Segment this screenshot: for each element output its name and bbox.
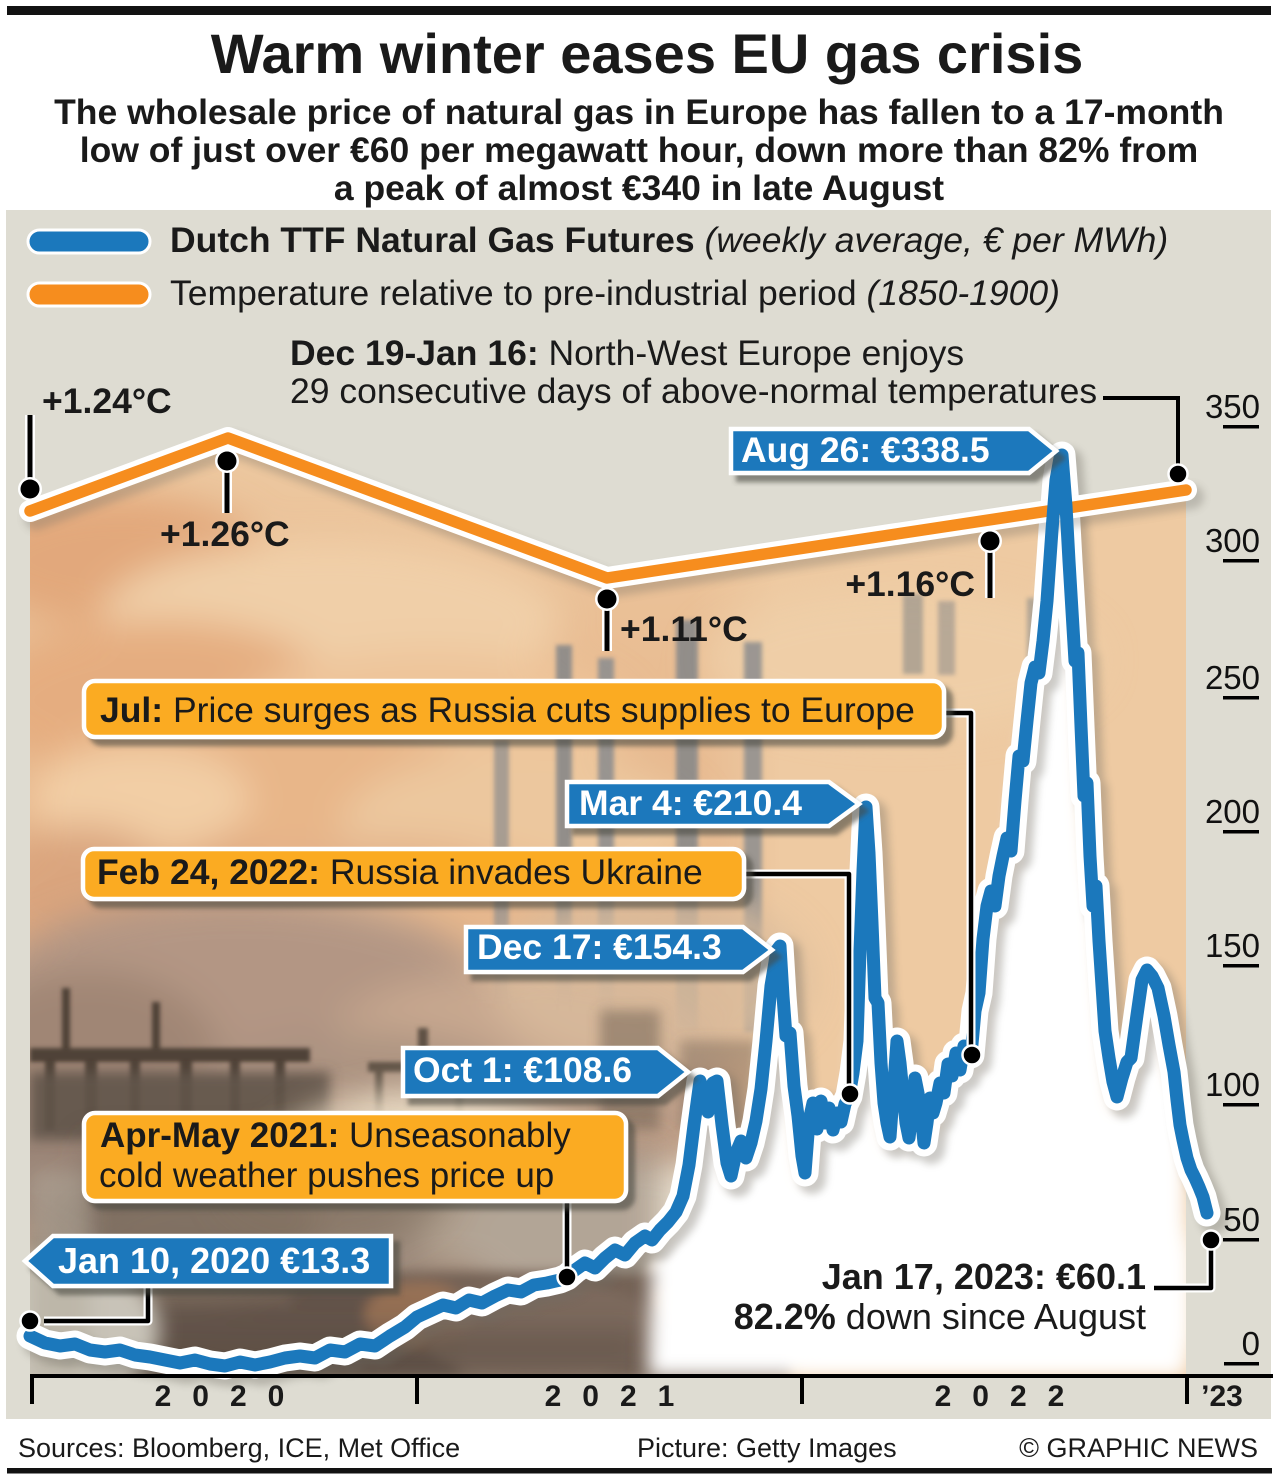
svg-text:29 consecutive days of above-n: 29 consecutive days of above-normal temp… [290,371,1097,411]
svg-text:+1.11°C: +1.11°C [620,609,748,649]
svg-text:+1.26°C: +1.26°C [160,514,290,554]
svg-text:2020: 2020 [155,1380,306,1413]
svg-text:cold weather pushes price up: cold weather pushes price up [99,1156,554,1195]
svg-text:200: 200 [1205,793,1260,830]
svg-text:Oct 1: €108.6: Oct 1: €108.6 [413,1050,632,1090]
svg-text:50: 50 [1223,1201,1260,1238]
svg-text:150: 150 [1205,927,1260,964]
svg-text:low of just over €60 per megaw: low of just over €60 per megawatt hour, … [80,130,1198,170]
svg-text:Jul: Price surges as Russia cu: Jul: Price surges as Russia cuts supplie… [100,690,915,730]
svg-text:Apr-May 2021: Unseasonably: Apr-May 2021: Unseasonably [100,1116,571,1155]
svg-text:0: 0 [1242,1325,1260,1362]
svg-text:2021: 2021 [545,1380,696,1413]
svg-text:+1.16°C: +1.16°C [845,564,975,604]
svg-text:© GRAPHIC NEWS: © GRAPHIC NEWS [1019,1433,1258,1463]
svg-text:Jan 17, 2023: €60.1: Jan 17, 2023: €60.1 [822,1256,1146,1297]
svg-text:+1.24°C: +1.24°C [42,381,172,421]
svg-text:300: 300 [1205,522,1260,559]
svg-text:250: 250 [1205,659,1260,696]
svg-text:Jan 10, 2020 €13.3: Jan 10, 2020 €13.3 [58,1240,370,1281]
svg-text:Warm winter eases EU gas crisi: Warm winter eases EU gas crisis [211,22,1084,85]
svg-text:350: 350 [1205,388,1260,425]
svg-text:Picture: Getty Images: Picture: Getty Images [637,1433,897,1463]
svg-text:a peak of almost €340 in late: a peak of almost €340 in late August [334,168,944,208]
svg-text:Dec 17: €154.3: Dec 17: €154.3 [477,927,722,967]
svg-text:Dec 19-Jan 16: North-West Euro: Dec 19-Jan 16: North-West Europe enjoys [290,333,964,373]
svg-text:82.2% down since August: 82.2% down since August [734,1296,1146,1337]
svg-text:’23: ’23 [1201,1380,1243,1413]
svg-text:Mar 4: €210.4: Mar 4: €210.4 [579,783,802,823]
svg-text:2022: 2022 [935,1380,1086,1413]
svg-text:Feb 24, 2022: Russia invades U: Feb 24, 2022: Russia invades Ukraine [97,852,703,892]
svg-text:100: 100 [1205,1066,1260,1103]
svg-text:The wholesale price of natural: The wholesale price of natural gas in Eu… [54,92,1224,132]
svg-text:Dutch TTF Natural Gas Futures: Dutch TTF Natural Gas Futures (weekly av… [170,220,1168,260]
svg-text:Temperature relative to pre-in: Temperature relative to pre-industrial p… [170,273,1060,313]
svg-text:Sources: Bloomberg, ICE, Met O: Sources: Bloomberg, ICE, Met Office [18,1433,460,1463]
svg-text:Aug 26: €338.5: Aug 26: €338.5 [741,430,990,470]
